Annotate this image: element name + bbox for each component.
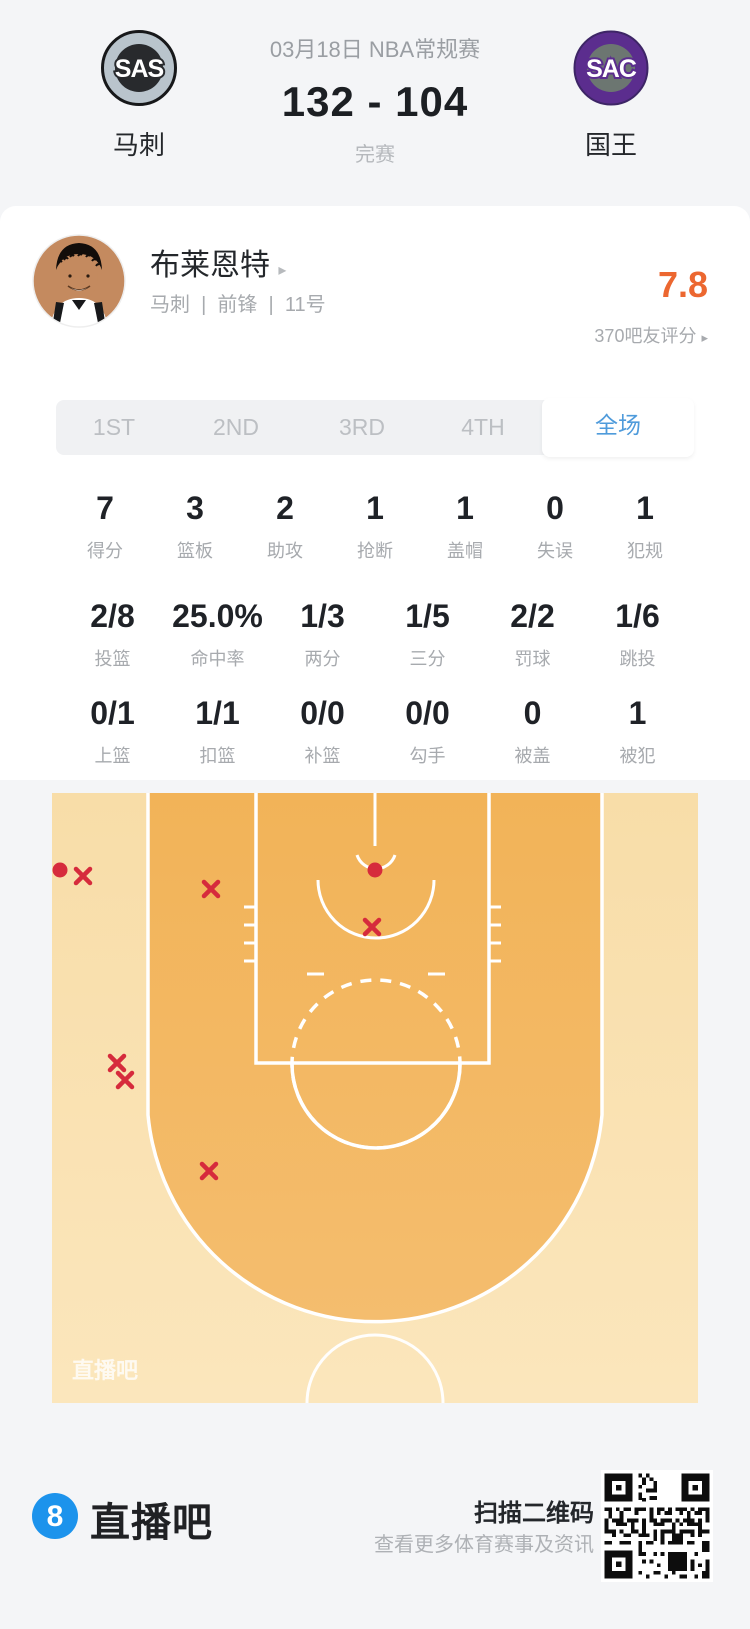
svg-text:直播吧: 直播吧 [72, 1358, 138, 1383]
svg-text:SAC: SAC [586, 55, 637, 83]
svg-text:SAS: SAS [115, 55, 164, 83]
svg-text:8: 8 [47, 1500, 64, 1533]
